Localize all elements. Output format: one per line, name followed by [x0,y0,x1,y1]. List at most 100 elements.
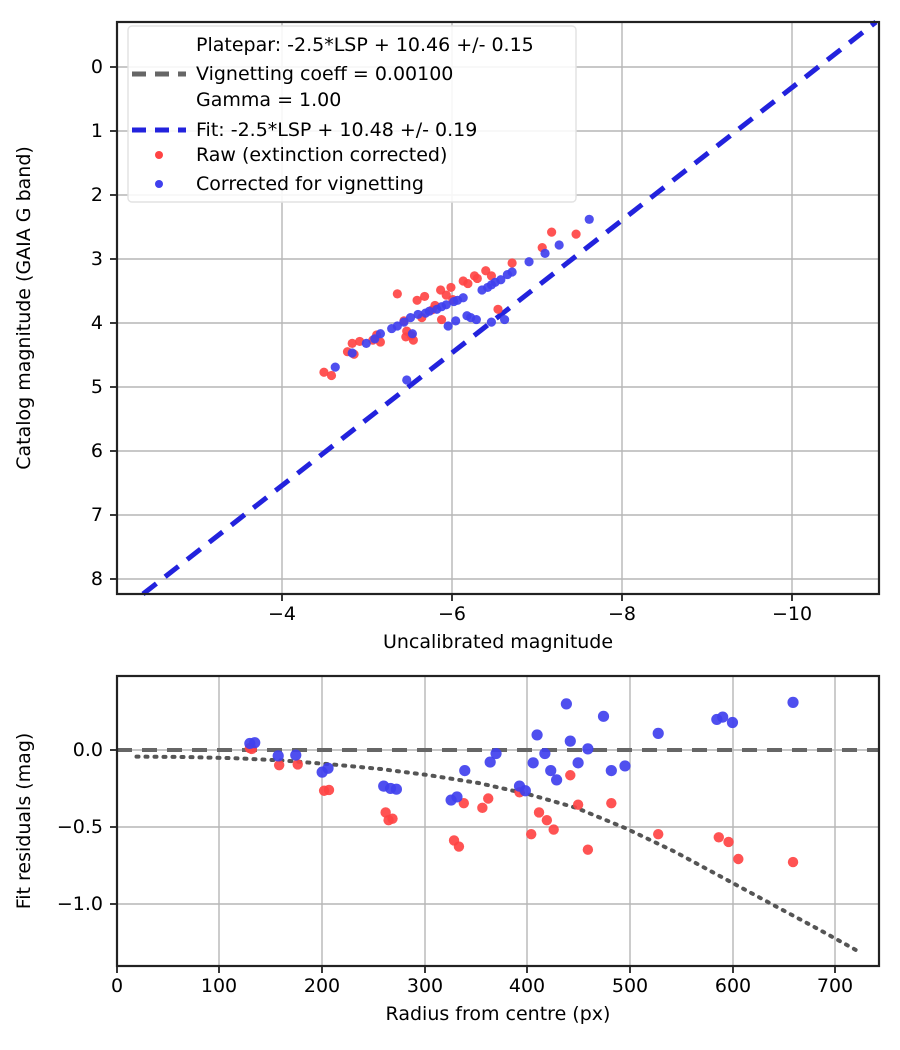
corrected-residual-point [727,717,738,728]
bottom-ytick-0: 0.0 [73,739,103,761]
raw-residual-point [583,844,593,854]
bottom-x-ticks: 0 100 200 300 400 500 600 700 [111,966,853,997]
raw-residual-point [573,800,583,810]
corrected-residual-point [565,736,576,747]
raw-residual-point [324,785,334,795]
top-xtick--6: −6 [438,603,466,625]
raw-residual-point [565,770,575,780]
corrected-point [459,293,468,302]
corrected-point [331,363,340,372]
figure-canvas: 0 1 2 3 4 5 6 7 8 −4 −6 −8 −10 [0,0,900,1050]
raw-point [437,315,446,324]
top-xtick--8: −8 [608,603,636,625]
corrected-point [555,240,564,249]
corrected-point [402,375,411,384]
legend-handle-corrected-dot-blue [155,180,163,188]
corrected-residual-point [531,729,542,740]
legend: Platepar: -2.5*LSP + 10.46 +/- 0.15 Vign… [128,26,576,202]
corrected-residual-point [545,765,556,776]
raw-residual-point [788,857,798,867]
corrected-point [500,315,509,324]
corrected-residual-point [717,712,728,723]
corrected-point [348,348,357,357]
top-yaxis-label: Catalog magnitude (GAIA G band) [13,146,35,470]
top-ytick-2: 2 [91,184,103,206]
top-ytick-7: 7 [91,504,103,526]
corrected-point [362,339,371,348]
raw-residual-point [274,760,284,770]
corrected-residual-point [528,757,539,768]
bottom-y-ticks: 0.0 −0.5 −1.0 [57,739,117,915]
bottom-xtick-500: 500 [612,975,648,997]
corrected-residual-point [290,749,301,760]
top-ytick-8: 8 [91,568,103,590]
bottom-xtick-400: 400 [509,975,545,997]
raw-point [393,289,402,298]
raw-residual-point [653,829,663,839]
raw-residual-point [526,829,536,839]
corrected-residual-point [582,743,593,754]
corrected-residual-point [619,760,630,771]
corrected-point [444,321,453,330]
top-y-ticks: 0 1 2 3 4 5 6 7 8 [91,56,117,590]
bottom-yaxis-label: Fit residuals (mag) [13,733,35,910]
raw-residual-point [542,815,552,825]
raw-residual-point [733,854,743,864]
raw-point [327,371,336,380]
raw-point [413,296,422,305]
top-ytick-6: 6 [91,440,103,462]
top-xtick--10: −10 [772,603,812,625]
corrected-residual-point [322,763,333,774]
legend-label-corrected: Corrected for vignetting [196,173,424,195]
photometry-figure: 0 1 2 3 4 5 6 7 8 −4 −6 −8 −10 [0,0,900,1050]
raw-residual-point [477,803,487,813]
bottom-xtick-600: 600 [715,975,751,997]
corrected-point [508,267,517,276]
raw-residual-point [548,824,558,834]
bottom-xtick-200: 200 [304,975,340,997]
legend-label-raw: Raw (extinction corrected) [196,144,447,166]
corrected-residual-point [551,774,562,785]
corrected-residual-point [539,748,550,759]
top-axes: 0 1 2 3 4 5 6 7 8 −4 −6 −8 −10 [13,22,879,653]
bottom-xaxis-label: Radius from centre (px) [386,1003,611,1025]
corrected-point [408,329,417,338]
raw-residual-point [714,832,724,842]
bottom-axes: 0.0 −0.5 −1.0 0 100 200 300 400 500 [13,676,879,1025]
top-xaxis-label: Uncalibrated magnitude [383,631,613,653]
legend-handle-raw-dot-red [155,151,163,159]
corrected-residual-point [451,791,462,802]
corrected-residual-point [490,748,501,759]
legend-label-vignetting-coeff: Vignetting coeff = 0.00100 [196,63,453,85]
top-ytick-3: 3 [91,248,103,270]
raw-point [571,229,580,238]
corrected-point [472,315,481,324]
raw-point [508,258,517,267]
legend-label-platepar: Platepar: -2.5*LSP + 10.46 +/- 0.15 [196,34,534,56]
corrected-residual-point [249,737,260,748]
raw-residual-point [534,807,544,817]
corrected-point [376,329,385,338]
raw-residual-point [723,837,733,847]
corrected-residual-point [598,711,609,722]
corrected-residual-point [787,697,798,708]
top-xtick--4: −4 [268,603,296,625]
raw-point [473,274,482,283]
corrected-residual-point [273,750,284,761]
corrected-point [487,318,496,327]
raw-point [547,228,556,237]
bottom-ytick--10: −1.0 [57,893,103,915]
corrected-residual-point [520,785,531,796]
raw-residual-point [454,841,464,851]
raw-point [493,305,502,314]
bottom-plot-background [117,676,879,966]
corrected-residual-point [391,784,402,795]
corrected-point [540,249,549,258]
corrected-residual-point [653,728,664,739]
legend-label-fit: Fit: -2.5*LSP + 10.48 +/- 0.19 [196,119,477,141]
top-ytick-0: 0 [91,56,103,78]
raw-residual-point [383,815,393,825]
raw-residual-point [483,793,493,803]
legend-label-gamma: Gamma = 1.00 [196,89,341,111]
corrected-residual-point [573,757,584,768]
